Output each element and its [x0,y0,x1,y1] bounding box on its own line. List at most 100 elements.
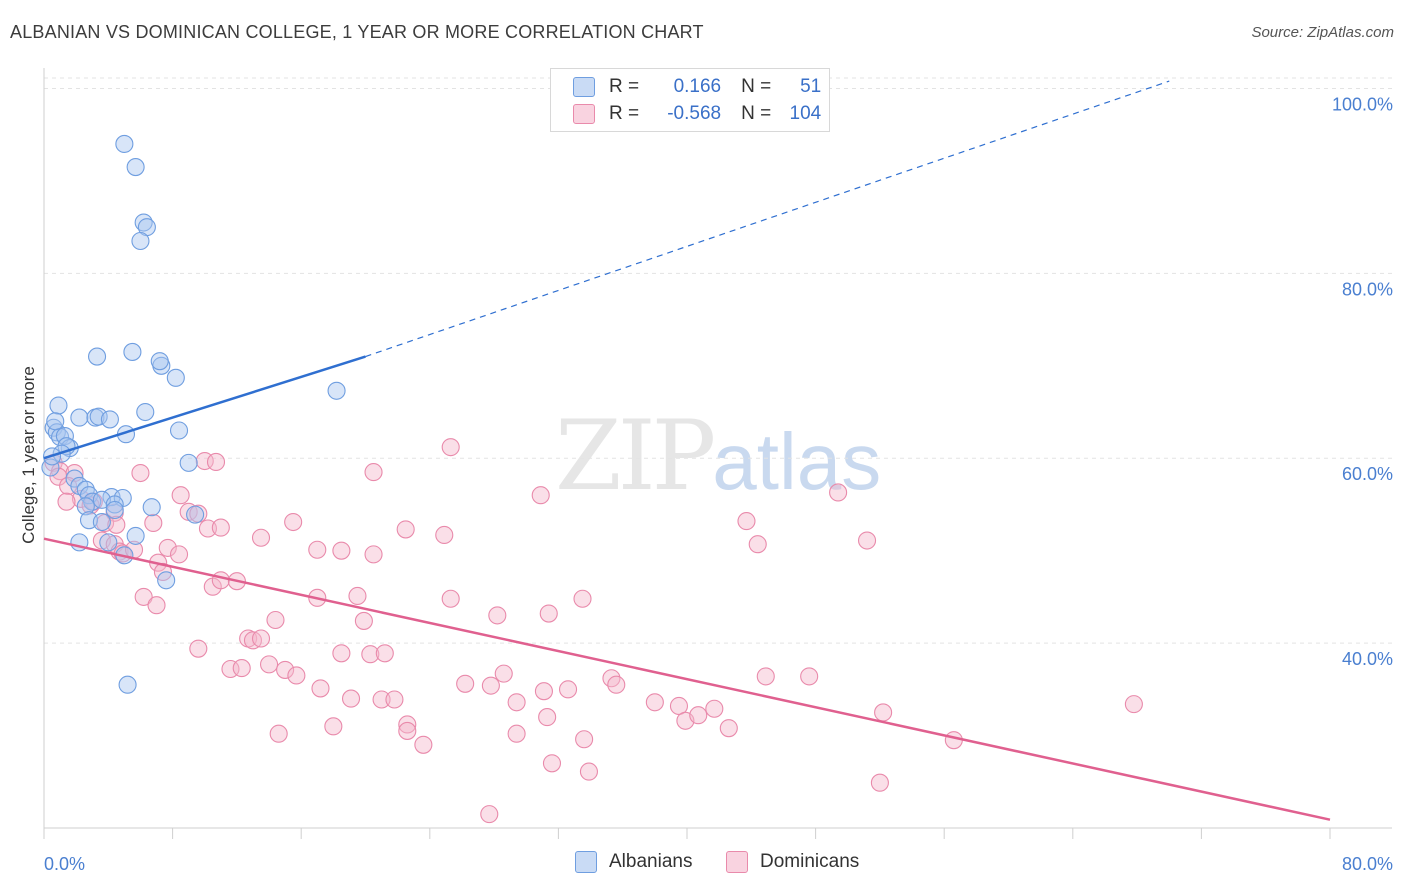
dominican-point [372,690,391,709]
albanian-point [157,571,176,590]
dominican-point [169,545,189,564]
dominican-point [269,724,288,743]
watermark-zip: ZIP [555,400,716,512]
albanian-point [327,381,346,400]
dominican-trend-line [43,537,1331,821]
dominican-point [198,519,218,538]
dominican-point [573,589,592,608]
dominican-point [144,513,163,533]
albanian-point [115,134,134,154]
dominican-point [332,541,351,560]
dominican-point [364,545,383,564]
dominican-point [348,586,367,606]
albanian-point [87,347,107,366]
dominican-point [874,703,893,722]
dominican-point [361,645,380,664]
dominican-point [107,515,126,534]
correlation-legend: R = 0.166 N = 51 R = -0.568 N = 104 [550,68,830,132]
dominican-point [531,486,550,505]
axes [43,68,1392,839]
dominican-point [539,604,558,623]
dominican-point [737,512,756,531]
dominican-point [534,682,553,701]
dominican-point [705,699,724,718]
albanian-point [126,526,145,545]
albanian-point [166,368,185,387]
dominican-point [558,680,578,699]
chart-title: ALBANIAN VS DOMINICAN COLLEGE, 1 YEAR OR… [10,22,704,42]
albanian-point [76,497,95,516]
albanian-point [105,495,124,514]
dominican-point [748,535,767,554]
albanian-point [136,402,155,422]
dominican-swatch [573,104,595,124]
legend-n-value: 104 [789,103,822,124]
dominican-point [645,693,664,712]
dominican-point [171,486,190,505]
dominican-point [870,773,889,792]
dominican-legend-swatch [726,851,748,873]
dominican-point [375,644,394,663]
y-tick-label: 60.0% [1342,464,1393,484]
albanian-point [142,498,161,517]
dominican-point [441,438,460,457]
legend-row-dominicans: R = -0.568 N = 104 [573,101,821,127]
albanian-point [118,675,137,694]
dominican-point [147,596,166,615]
albanian-point [150,352,169,371]
legend-r-label: R = [609,103,640,124]
source-label: Source: ZipAtlas.com [1251,24,1394,41]
dominican-point [488,606,507,625]
legend-r-value: 0.166 [673,76,722,97]
y-axis-label: College, 1 year or more [19,366,38,544]
albanian-point [179,453,198,472]
y-tick-label: 80.0% [1342,279,1393,299]
dominican-point [480,805,499,824]
dominican-point [276,660,295,679]
dominican-point [364,463,383,482]
dominican-point [385,690,404,709]
dominican-point [308,540,327,559]
albanian-point [70,408,89,427]
dominican-point [354,611,373,630]
albanian-point [99,533,118,552]
dominican-point [507,693,526,712]
dominican-point [756,667,775,686]
axis-labels: 40.0% 60.0% 80.0% 100.0% 0.0% 80.0% College, 1… [19,94,1393,874]
dominican-point [944,731,963,750]
dominican-point [158,538,177,557]
bottom-legend-albanians: Albanians [575,851,692,873]
y-tick-label: 100.0% [1332,94,1393,114]
dominican-point [396,520,415,539]
dominican-point [324,717,343,736]
dominican-point [829,483,848,502]
dominican-point [575,730,594,749]
dominican-point [494,664,513,683]
dominican-point [134,587,153,606]
legend-n-label: N = [741,76,772,97]
grid-lines [44,77,1392,644]
dominican-point [211,571,230,590]
dominican-point [266,610,285,630]
x-tick-label: 0.0% [44,854,85,874]
y-tick-label: 40.0% [1342,649,1393,669]
dominican-points [44,438,1143,824]
albanian-trend-line [43,355,366,460]
legend-n-value: 51 [800,76,822,97]
dominican-point [507,724,526,743]
albanian-point [105,500,124,520]
dominican-point [206,452,226,471]
dominican-point [251,528,271,547]
dominican-point [542,754,562,773]
dominican-point [311,679,330,698]
dominican-point [398,721,417,740]
legend-row-albanians: R = 0.166 N = 51 [573,74,821,100]
dominican-point [189,639,208,658]
dominican-point [1124,695,1143,714]
dominican-point [538,708,557,727]
dominican-point [232,659,251,678]
dominican-point [719,719,738,738]
dominican-point [579,762,598,781]
dominican-point [607,675,626,694]
